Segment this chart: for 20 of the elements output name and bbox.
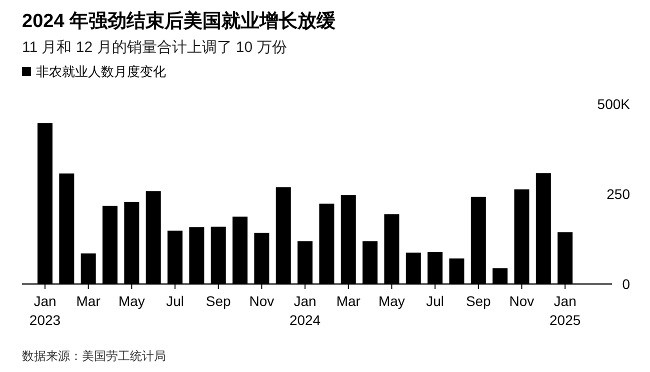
x-tick-label: Sep (206, 293, 232, 309)
x-tick-label: Jan 2025 (550, 293, 581, 328)
x-tick-label: Jan 2024 (289, 293, 321, 328)
x-tick-label: May (118, 293, 145, 309)
y-tick-label: 500K (597, 96, 631, 112)
y-tick-label: 0 (622, 276, 630, 292)
x-tick-label: Jan 2023 (29, 293, 61, 328)
x-tick-label: Mar (76, 293, 101, 309)
x-tick-label: Mar (336, 293, 361, 309)
x-tick-label: May (378, 293, 405, 309)
y-tick-label: 250 (606, 186, 630, 202)
x-tick-label: Nov (249, 293, 274, 309)
source-note: 数据来源：美国劳工统计局 (22, 349, 166, 363)
legend-label: 非农就业人数月度变化 (36, 64, 166, 79)
x-tick-label: Jul (426, 293, 444, 309)
x-tick-label: Sep (466, 293, 492, 309)
chart-title: 2024 年强劲结束后美国就业增长放缓 (22, 10, 336, 32)
chart-subtitle: 11 月和 12 月的销量合计上调了 10 万份 (22, 39, 287, 56)
x-tick-label: Nov (509, 293, 534, 309)
x-tick-label: Jul (166, 293, 184, 309)
